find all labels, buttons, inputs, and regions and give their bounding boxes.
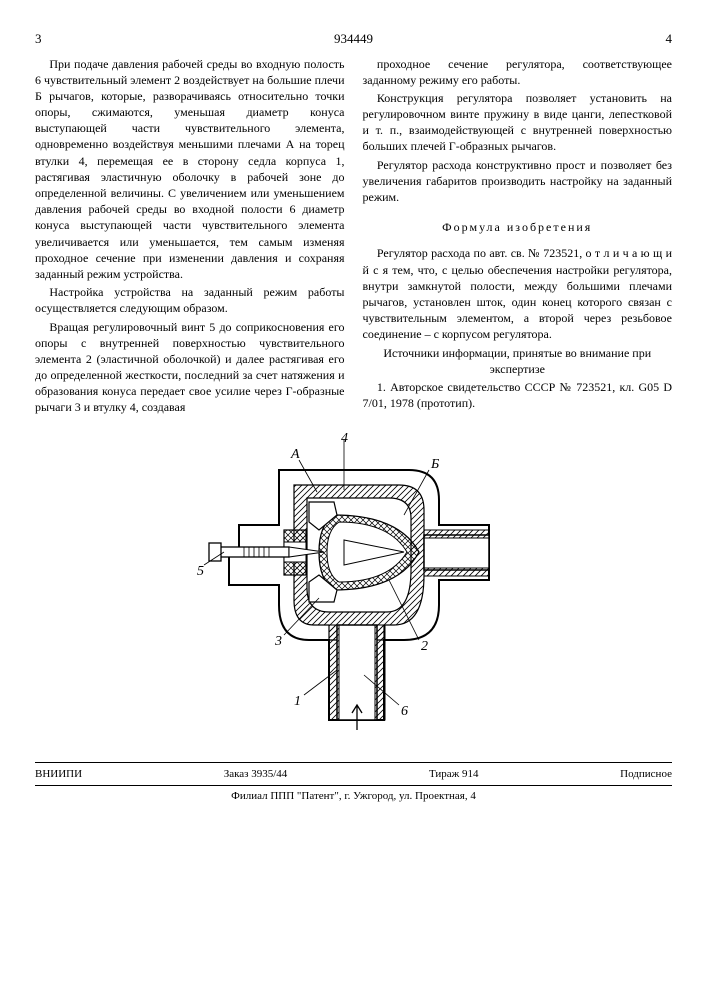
- patent-number: 934449: [42, 30, 666, 48]
- footer-org: ВНИИПИ: [35, 767, 82, 782]
- label-A: A: [290, 447, 300, 462]
- label-2: 2: [421, 639, 428, 654]
- source: 1. Авторское свидетельство СССР № 723521…: [363, 379, 673, 411]
- regulator-diagram: A 4 Б 5 3 1 2 6: [189, 430, 519, 740]
- label-6: 6: [401, 704, 408, 719]
- label-B: Б: [430, 457, 439, 472]
- figure: A 4 Б 5 3 1 2 6: [35, 430, 672, 744]
- para: Настройка устройства на заданный режим р…: [35, 284, 345, 316]
- right-column: проходное сечение регулятора, соответств…: [363, 56, 673, 418]
- page-right: 4: [666, 30, 673, 48]
- para: Вращая регулировочный винт 5 до соприкос…: [35, 319, 345, 416]
- label-5: 5: [197, 564, 204, 579]
- para: Регулятор расхода по авт. св. № 723521, …: [363, 245, 673, 342]
- footer-sign: Подписное: [620, 767, 672, 782]
- label-3: 3: [274, 634, 282, 649]
- label-1: 1: [294, 694, 301, 709]
- para: Регулятор расхода конструктивно прост и …: [363, 157, 673, 206]
- para: проходное сечение регулятора, соответств…: [363, 56, 673, 88]
- header-row: 3 934449 4: [35, 30, 672, 48]
- para: Конструкция регулятора позволяет установ…: [363, 90, 673, 155]
- footer: ВНИИПИ Заказ 3935/44 Тираж 914 Подписное…: [35, 762, 672, 804]
- sources-title: Источники информации, принятые во вниман…: [363, 345, 673, 377]
- formula-title: Формула изобретения: [363, 219, 673, 235]
- left-column: При подаче давления рабочей среды во вхо…: [35, 56, 345, 418]
- footer-order: Заказ 3935/44: [224, 767, 288, 782]
- footer-address: Филиал ППП "Патент", г. Ужгород, ул. Про…: [35, 786, 672, 804]
- label-4: 4: [341, 431, 348, 446]
- footer-tirazh: Тираж 914: [429, 767, 479, 782]
- footer-line1: ВНИИПИ Заказ 3935/44 Тираж 914 Подписное: [35, 767, 672, 786]
- text-columns: При подаче давления рабочей среды во вхо…: [35, 56, 672, 418]
- para: При подаче давления рабочей среды во вхо…: [35, 56, 345, 283]
